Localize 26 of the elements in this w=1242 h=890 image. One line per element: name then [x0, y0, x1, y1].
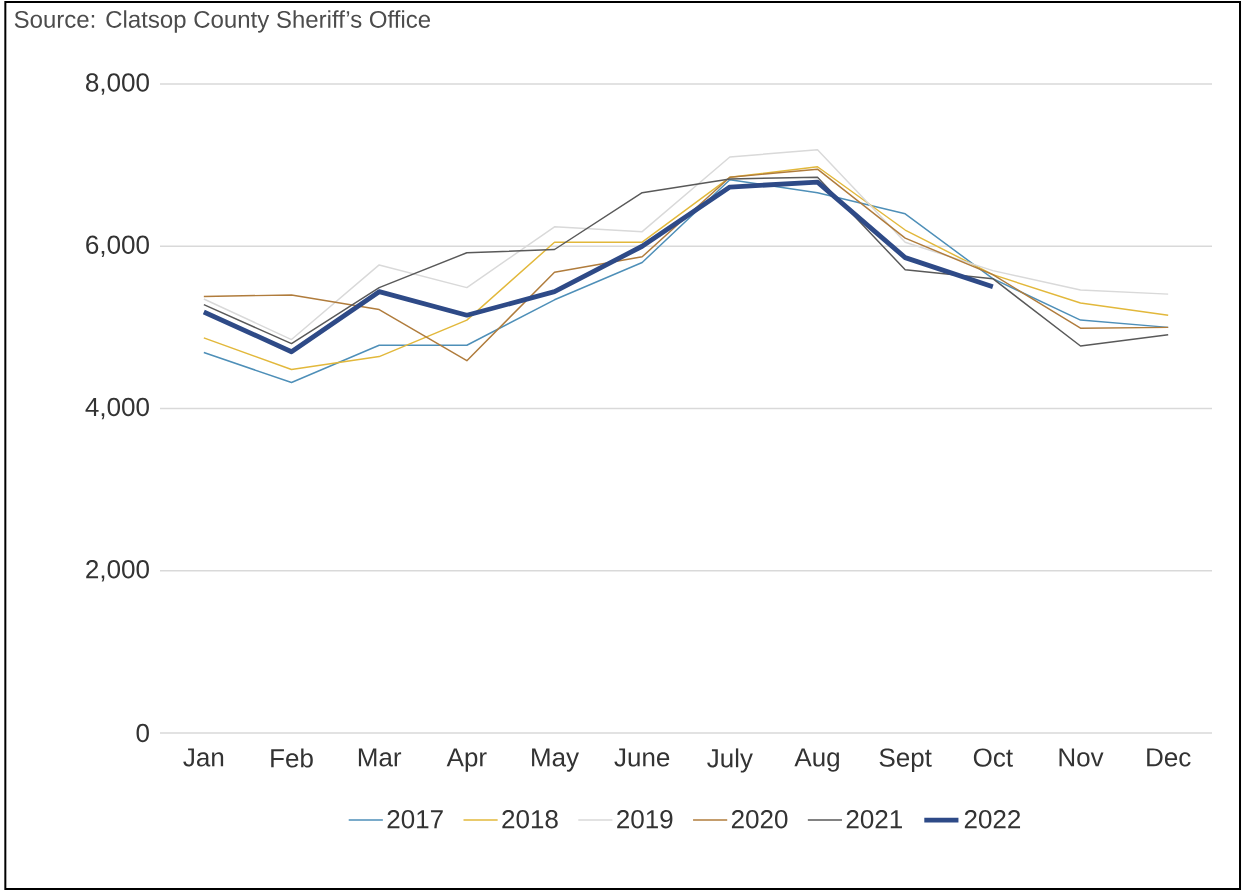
x-tick-label: Apr: [446, 748, 487, 772]
x-tick-label: July: [707, 748, 753, 773]
legend-label: 2020: [731, 809, 788, 829]
y-tick-label: 0: [136, 723, 149, 743]
x-tick-label: Dec: [1147, 748, 1191, 767]
line-series: [201, 179, 996, 355]
legend-label: 2018: [502, 809, 558, 829]
legend-label: 2019: [617, 809, 673, 829]
x-tick-label: May: [532, 748, 580, 772]
y-tick-label: 8,000: [86, 73, 149, 95]
x-tick-label: Oct: [973, 748, 1013, 767]
legend-label: 2022: [964, 809, 1021, 829]
legend-label: 2017: [387, 809, 443, 829]
x-tick-label: Sept: [879, 748, 932, 772]
x-tick-label: Aug: [794, 748, 839, 772]
y-tick-label: 4,000: [85, 397, 149, 420]
x-tick-label: Feb: [271, 748, 313, 768]
x-tick-label: Jan: [183, 748, 224, 767]
x-tick-label: June: [614, 748, 670, 767]
line-series: [203, 148, 1169, 341]
legend-label: 2021: [846, 809, 902, 829]
source-note: Source: Clatsop County Sheriff’s Office: [14, 10, 431, 33]
y-tick-label: 6,000: [86, 235, 149, 257]
y-tick-label: 2,000: [86, 560, 149, 582]
x-tick-label: Nov: [1059, 748, 1104, 767]
x-tick-label: Mar: [358, 748, 402, 767]
